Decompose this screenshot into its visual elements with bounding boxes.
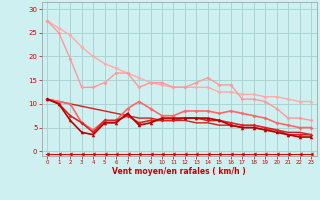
X-axis label: Vent moyen/en rafales ( km/h ): Vent moyen/en rafales ( km/h ) (112, 167, 246, 176)
